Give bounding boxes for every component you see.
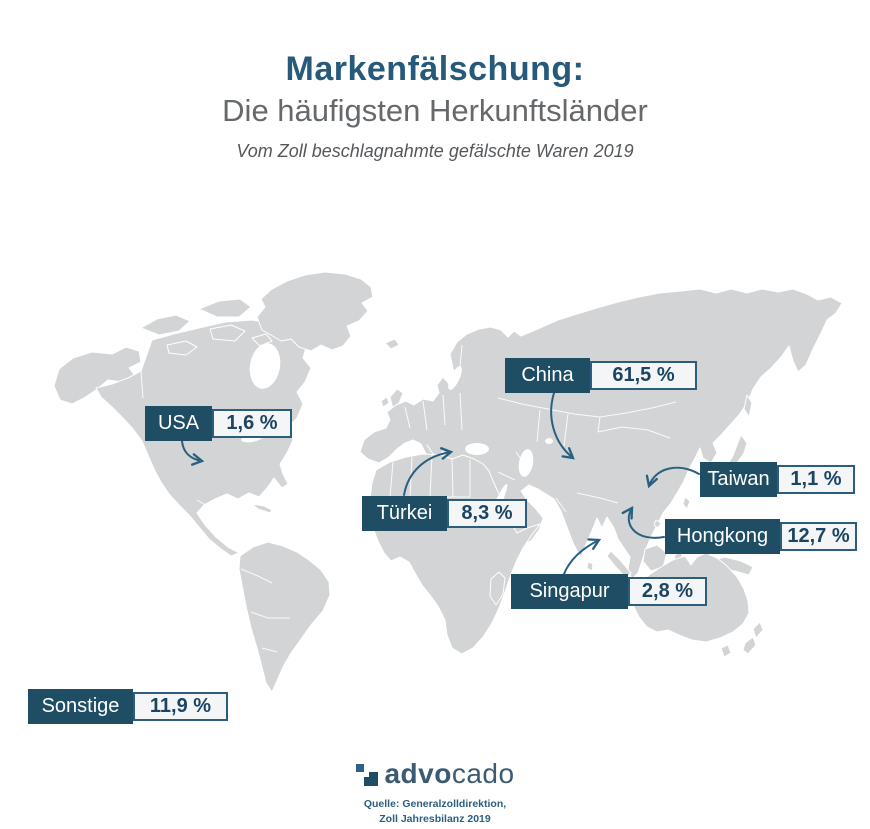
country-value: 2,8 % bbox=[628, 577, 707, 606]
footer: advocado Quelle: Generalzolldirektion, Z… bbox=[0, 760, 870, 827]
country-callout-singapur: Singapur 2,8 % bbox=[511, 574, 707, 609]
logo-pixel-icon bbox=[356, 764, 379, 786]
country-name: China bbox=[505, 358, 590, 393]
landmass-madagascar bbox=[489, 571, 506, 606]
country-callout-tuerkei: Türkei 8,3 % bbox=[362, 496, 527, 531]
logo-text-bold: advo bbox=[384, 758, 452, 789]
inland-seas bbox=[241, 343, 553, 528]
landmass-taiwan bbox=[682, 496, 691, 510]
landmass-uk bbox=[389, 388, 404, 410]
hudson-bay bbox=[249, 343, 281, 389]
landmass-arctic-islands bbox=[251, 333, 273, 347]
title-block: Markenfälschung: Die häufigsten Herkunft… bbox=[0, 50, 870, 162]
landmass-new-zealand bbox=[742, 636, 757, 655]
landmass-arctic-islands bbox=[209, 324, 246, 342]
black-sea bbox=[465, 443, 489, 455]
aral-sea bbox=[545, 438, 553, 444]
arrow-hongkong bbox=[621, 505, 665, 539]
landmass-iceland bbox=[384, 338, 400, 350]
landmass-tasmania bbox=[720, 644, 732, 658]
arrow-usa bbox=[181, 440, 205, 466]
arrow-tuerkei bbox=[403, 447, 454, 496]
country-value: 12,7 % bbox=[780, 522, 857, 551]
country-name: Sonstige bbox=[28, 689, 133, 724]
callout-arrows bbox=[181, 392, 700, 575]
country-callout-usa: USA 1,6 % bbox=[145, 406, 292, 441]
country-name: Taiwan bbox=[700, 462, 777, 497]
landmass-arctic-islands bbox=[198, 298, 252, 318]
landmass-greenland bbox=[256, 271, 374, 352]
page-title: Markenfälschung: bbox=[285, 50, 585, 88]
country-callout-sonstige: Sonstige 11,9 % bbox=[28, 689, 228, 724]
page-subtitle: Die häufigsten Herkunftsländer bbox=[222, 93, 648, 128]
logo-text-light: cado bbox=[451, 758, 515, 789]
country-callout-china: China 61,5 % bbox=[505, 358, 697, 393]
landmass-sri-lanka bbox=[586, 561, 594, 572]
baltic-sea bbox=[448, 366, 462, 390]
country-name: Hongkong bbox=[665, 519, 780, 554]
country-callout-hongkong: Hongkong 12,7 % bbox=[665, 519, 857, 554]
country-callout-taiwan: Taiwan 1,1 % bbox=[700, 462, 855, 497]
country-value: 8,3 % bbox=[447, 499, 527, 528]
source-line-1: Quelle: Generalzolldirektion, bbox=[363, 798, 507, 810]
country-value: 1,6 % bbox=[212, 409, 292, 438]
country-value: 1,1 % bbox=[777, 465, 855, 494]
arrow-china bbox=[550, 392, 575, 460]
landmass-caribbean bbox=[251, 503, 273, 514]
country-name: Türkei bbox=[362, 496, 447, 531]
page-tagline: Vom Zoll beschlagnahmte gefälschte Waren… bbox=[236, 141, 634, 161]
landmass-south-america bbox=[238, 541, 331, 693]
country-name: USA bbox=[145, 406, 212, 441]
arrow-singapur bbox=[563, 538, 602, 575]
landmass-sakhalin bbox=[743, 394, 753, 418]
caspian-sea bbox=[518, 449, 534, 477]
arrow-taiwan bbox=[645, 466, 700, 489]
landmass-arctic-islands bbox=[140, 314, 191, 336]
source-note: Quelle: Generalzolldirektion, Zoll Jahre… bbox=[0, 797, 870, 827]
country-name: Singapur bbox=[511, 574, 628, 609]
source-line-2: Zoll Jahresbilanz 2019 bbox=[379, 813, 491, 826]
landmass-ireland bbox=[380, 396, 390, 408]
landmass-hainan bbox=[653, 519, 662, 529]
country-value: 61,5 % bbox=[590, 361, 697, 390]
country-value: 11,9 % bbox=[133, 692, 228, 721]
advocado-logo: advocado bbox=[355, 760, 514, 788]
logo-wordmark: advocado bbox=[384, 760, 514, 788]
landmass-new-zealand bbox=[752, 621, 764, 639]
landmass-arctic-islands bbox=[166, 340, 198, 356]
